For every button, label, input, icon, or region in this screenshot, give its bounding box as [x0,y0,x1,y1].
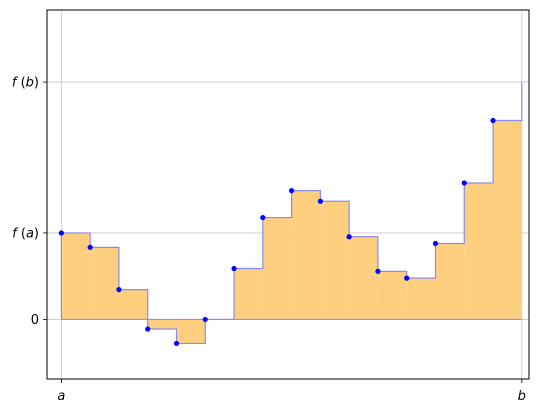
sample-point-3 [145,326,151,332]
grid-lines [47,10,529,379]
riemann-bar-12 [406,278,436,320]
riemann-rectangles [60,82,523,345]
sample-point-10 [346,234,352,240]
riemann-bar-7 [262,217,292,320]
sample-point-15 [490,117,496,124]
sample-point-2 [116,287,122,293]
y-axis-ticks: 0 f (a) f (b) [12,76,47,328]
sample-point-4 [173,340,180,347]
sample-point-5 [202,316,208,323]
riemann-bar-3 [147,319,177,330]
sample-point-6 [231,265,237,272]
riemann-bar-8 [291,190,321,320]
sample-point-7 [260,214,266,221]
sample-point-1 [87,244,93,250]
riemann-bar-11 [377,271,407,320]
step-outline [60,82,523,345]
riemann-bar-4 [176,319,206,344]
x-tick-label-1: b [518,389,526,404]
sample-point-14 [461,180,467,186]
riemann-bar-13 [435,243,465,320]
riemann-bar-9 [320,201,350,320]
riemann-bar-6 [234,268,263,320]
riemann-bar-15 [493,120,522,320]
riemann-bar-1 [90,247,119,320]
riemann-bar-14 [464,182,494,320]
y-tick-label-2: f (b) [12,76,39,91]
x-tick-label-0: a [57,389,65,404]
sample-point-13 [432,240,439,247]
riemann-bar-2 [118,289,148,320]
sample-point-0 [58,230,64,236]
sample-point-8 [288,188,295,194]
sample-point-9 [317,198,323,204]
y-tick-label-1: f (a) [12,226,39,241]
plot-frame [46,9,530,380]
sample-points [58,117,496,347]
y-tick-label-0: 0 [31,313,39,328]
riemann-bar-0 [61,232,91,320]
sample-point-11 [375,268,381,274]
sample-point-12 [404,275,410,281]
riemann-bar-10 [349,236,378,320]
